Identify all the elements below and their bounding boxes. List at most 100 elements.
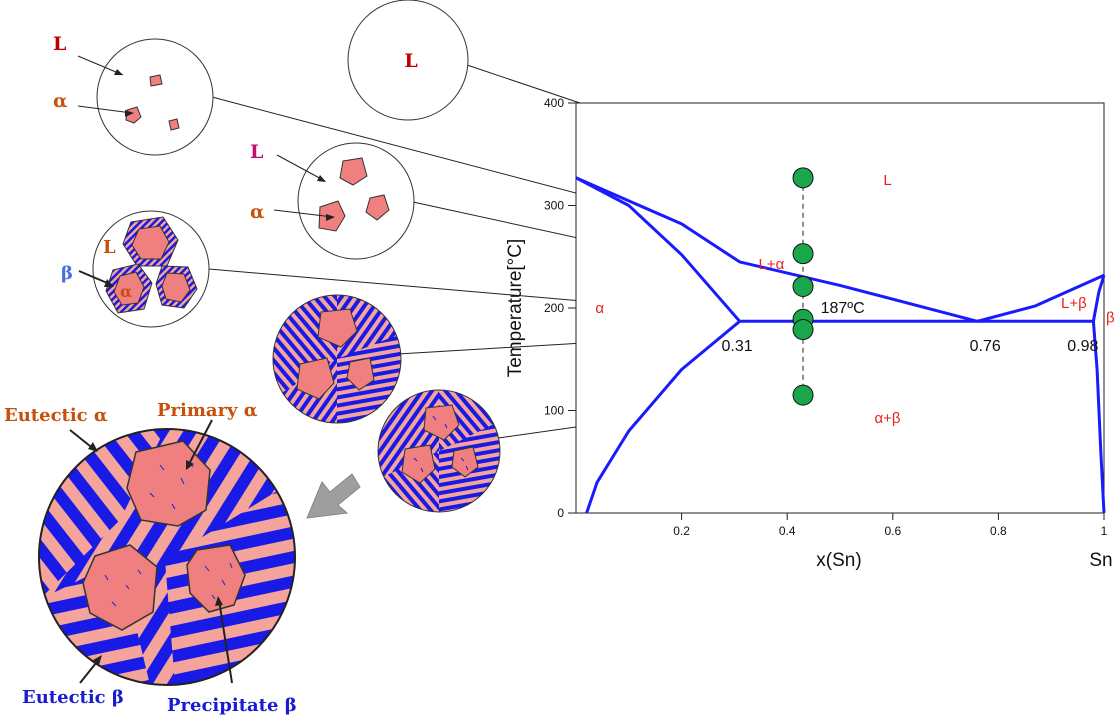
- x-tick-label: 1: [1101, 524, 1108, 538]
- phase-boundaries: [575, 176, 1106, 514]
- x-tick-label: 0.2: [673, 524, 690, 538]
- alpha-grain: [423, 404, 460, 441]
- arrow-head: [114, 69, 123, 75]
- y-tick-label: 400: [544, 96, 564, 110]
- alpha-grain: [168, 118, 180, 131]
- arrow-head: [186, 460, 194, 470]
- arrow-head: [88, 442, 98, 452]
- y-axis-label: Temperature[°C]: [505, 239, 526, 378]
- point-liquid: [792, 167, 814, 189]
- y-tick-label: 200: [544, 301, 564, 315]
- region-labels: L L+α L+β α β α+β: [595, 172, 1115, 427]
- annotation-label: 0.76: [970, 338, 1001, 355]
- sn-axis-label: Sn: [1089, 550, 1112, 571]
- precipitate-beta-label: Precipitate β: [167, 695, 297, 716]
- x-tick-label: 0.6: [884, 524, 901, 538]
- microstructure-liquid: L: [347, 0, 469, 121]
- arrow-head: [215, 596, 223, 606]
- pointer-arrow: [77, 55, 124, 76]
- phase-line-solidus-alpha: [575, 176, 741, 323]
- alpha-grain: [161, 272, 191, 303]
- pointer-arrow: [218, 599, 233, 684]
- phase-line-liquidus-left: [575, 176, 978, 323]
- zoom-arrow-icon: [306, 473, 361, 519]
- annotation-label: 187ºC: [821, 300, 865, 317]
- microstructure-room-temp: [377, 389, 501, 513]
- plot-frame: [575, 102, 1105, 514]
- large-microstructure-view: Eutectic α Primary α Eutectic β Precipit…: [4, 400, 297, 716]
- circle-outline: [377, 389, 501, 513]
- region-label: α+β: [874, 410, 900, 427]
- circle-outline: [96, 38, 214, 156]
- circle-outline: [38, 428, 296, 686]
- precipitates: [104, 462, 233, 607]
- alpha-label: α: [250, 201, 265, 223]
- circle-outline: [297, 142, 415, 260]
- circle-outline: [347, 0, 469, 121]
- x-tick-label: 0.4: [779, 524, 796, 538]
- region-label: L: [883, 172, 891, 189]
- alpha-grain: [113, 271, 145, 306]
- primary-alpha-label: Primary α: [157, 400, 258, 421]
- point-liquidus: [792, 243, 814, 265]
- arrow-head: [317, 175, 326, 182]
- alpha-grain: [131, 225, 170, 260]
- eutectic-beta-label: Eutectic β: [22, 687, 124, 708]
- pointer-arrow: [273, 209, 334, 218]
- region-label: α: [595, 300, 604, 317]
- x-tick-label: 0.8: [990, 524, 1007, 538]
- arrow-head: [104, 279, 114, 287]
- alpha-grain: [296, 357, 335, 400]
- arrow-head: [326, 214, 335, 221]
- alpha-grain: [451, 446, 479, 478]
- phase-line-solidus-beta: [1091, 274, 1106, 322]
- pointer-arrow: [77, 105, 133, 114]
- y-tick-label: 100: [544, 404, 564, 418]
- liquid-label: L: [103, 237, 116, 258]
- x-axis-label: x(Sn): [816, 550, 861, 571]
- alpha-label: α: [53, 90, 68, 112]
- phase-line-liquidus-right: [976, 273, 1105, 323]
- alpha-grain: [401, 444, 436, 484]
- microstructure-liquid-alpha: L α: [250, 141, 415, 260]
- y-axis-ticks: 0 100 200 300 400: [544, 96, 576, 520]
- y-tick-label: 0: [557, 506, 564, 520]
- eutectic-alpha-label: Eutectic α: [4, 405, 108, 426]
- microstructure-eutectic-rim: L β α: [61, 210, 210, 328]
- annotation-label: 0.31: [721, 338, 752, 355]
- phase-line-solvus-beta: [1091, 321, 1106, 514]
- arrow-head: [125, 110, 134, 117]
- alpha-grain: [346, 357, 375, 391]
- annotation-label: 0.98: [1067, 338, 1098, 355]
- point-room: [792, 384, 814, 406]
- alpha-grain: [317, 308, 358, 348]
- liquid-label: L: [53, 33, 66, 55]
- alpha-grain: [125, 106, 142, 124]
- liquid-label: L: [250, 141, 263, 163]
- region-label: L+β: [1061, 295, 1087, 312]
- alpha-grain: [149, 74, 163, 87]
- arrow-head: [93, 655, 102, 665]
- microstructure-eutectic-solid: [272, 294, 402, 424]
- beta-label: β: [61, 263, 73, 284]
- region-label: L+α: [758, 256, 784, 273]
- microstructure-liquid-alpha-early: L α: [53, 33, 214, 156]
- y-tick-label: 300: [544, 199, 564, 213]
- chart-annotations: 187ºC 0.31 0.76 0.98: [721, 300, 1098, 355]
- point-eutectic-below: [792, 319, 814, 341]
- state-points: [792, 167, 814, 406]
- liquid-label: L: [404, 50, 417, 72]
- phase-diagram-chart: 0 100 200 300 400 0.2 0.4 0.6 0.8 1 Temperature[…: [505, 96, 1115, 571]
- region-label: β: [1106, 309, 1115, 326]
- phase-line-solvus-alpha: [585, 320, 741, 514]
- circle-outline: [272, 294, 402, 424]
- pointer-arrow: [276, 154, 326, 182]
- precipitates: [413, 415, 469, 473]
- alpha-grain: [339, 157, 368, 186]
- primary-alpha-grain: [186, 544, 246, 613]
- x-axis-ticks: 0.2 0.4 0.6 0.8 1: [673, 513, 1108, 538]
- alpha-label: α: [120, 282, 132, 301]
- pointer-arrow: [187, 419, 213, 467]
- primary-alpha-grain: [82, 544, 158, 631]
